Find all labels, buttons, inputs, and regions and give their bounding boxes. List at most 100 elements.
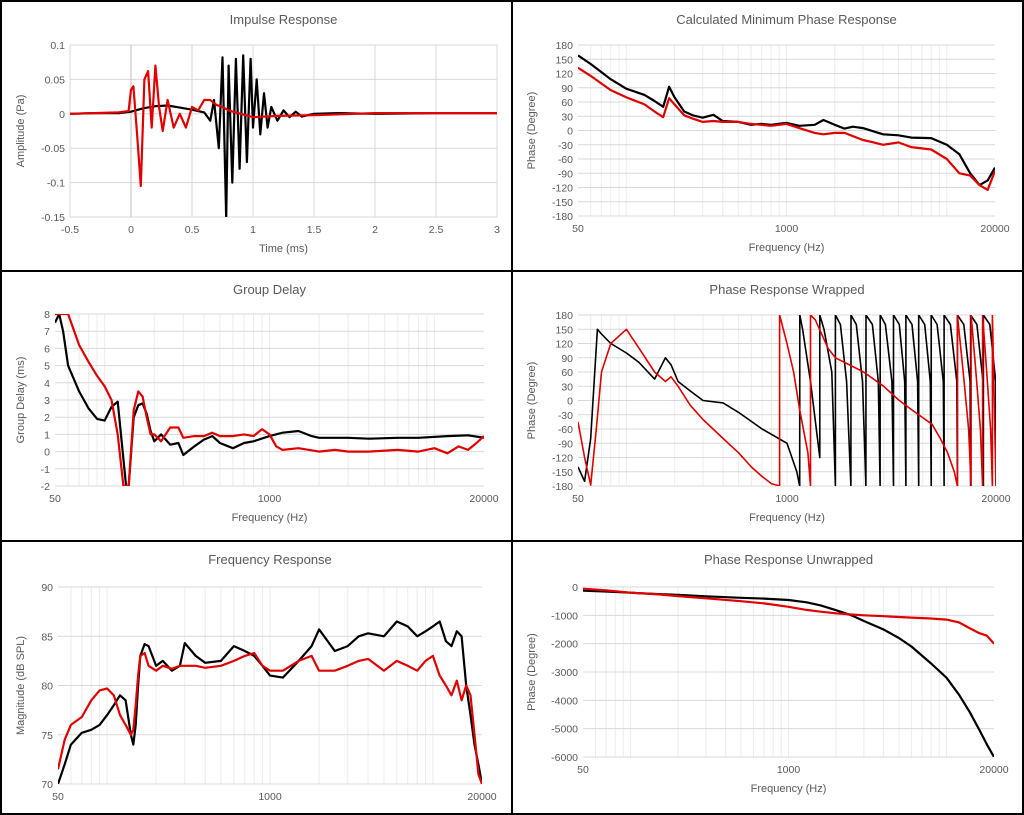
y-tick-label: 85 [41,631,53,643]
y-tick-label: 60 [561,97,573,109]
y-tick-label: 5 [44,361,50,373]
x-tick-label: 20000 [469,493,498,505]
y-tick-label: -120 [552,183,573,195]
x-tick-labels: 50 1000 20000 [52,791,497,803]
y-tick-label: 90 [41,582,53,594]
y-tick-label: 7 [44,326,50,338]
y-tick-label: -1 [41,464,50,476]
chart-title: Impulse Response [230,12,338,27]
x-tick-label: -0.5 [61,224,79,236]
phase-wrapped-chart: Phase Response Wrapped 180 150 120 90 60 30 0 -3… [526,282,1011,524]
y-axis-title: Phase (Degree) [526,633,538,711]
y-tick-label: 2 [44,412,50,424]
y-tick-label: -120 [552,453,573,465]
chart-title: Phase Response Wrapped [709,282,864,297]
x-tick-label: 20000 [981,493,1010,505]
x-tick-label: 20000 [979,764,1008,776]
x-tick-label: 3 [494,224,500,236]
y-tick-label: 60 [561,367,573,379]
y-tick-labels: 8 7 6 5 4 3 2 1 0 -1 -2 [41,309,51,493]
x-tick-label: 50 [577,764,589,776]
x-tick-labels: 50 1000 20000 [577,764,1009,776]
y-tick-label: 0.1 [50,40,65,52]
y-tick-label: 120 [555,69,573,81]
y-tick-label: -60 [558,424,573,436]
y-tick-label: 120 [555,339,573,351]
y-tick-labels: 0.1 0.05 0 -0.05 -0.1 -0.15 [41,40,65,224]
y-tick-label: -150 [552,197,573,209]
y-axis-title: Phase (Degree) [526,362,538,440]
series-group [578,54,995,191]
series-line-red [70,64,497,188]
x-tick-label: 20000 [467,791,496,803]
major-gridlines [578,44,995,217]
y-tick-label: 70 [41,779,53,791]
x-tick-label: 0.5 [185,224,200,236]
x-tick-label: 1000 [775,223,799,235]
y-tick-label: 8 [44,309,50,321]
x-tick-label: 2 [372,224,378,236]
y-tick-label: 6 [44,343,50,355]
phase-unwrapped-chart: Phase Response Unwrapped 0 -1000 -2000 -3000… [526,552,1009,795]
y-tick-label: 80 [41,681,53,693]
series-group [583,587,994,757]
y-tick-label: -30 [558,410,573,422]
series-line-red [578,315,996,486]
y-tick-label: -180 [552,481,573,493]
y-tick-label: -90 [558,168,573,180]
chart-title: Frequency Response [208,552,332,567]
group-delay-panel: Group Delay 8 7 6 5 4 3 2 1 0 -1 -2 50 1000 20000 Frequ… [2,272,511,540]
x-tick-label: 50 [52,791,64,803]
y-tick-label: -2 [41,481,50,493]
y-tick-label: -150 [552,467,573,479]
x-axis-title: Frequency (Hz) [751,783,827,795]
x-axis-title: Frequency (Hz) [749,512,825,524]
major-gridlines [58,586,482,785]
chart-title: Group Delay [233,282,306,297]
y-tick-label: 3 [44,395,50,407]
y-tick-label: 0 [567,396,573,408]
series-line-red [58,651,482,784]
y-tick-label: 75 [41,730,53,742]
x-tick-label: 50 [49,493,61,505]
group-delay-chart: Group Delay 8 7 6 5 4 3 2 1 0 -1 -250 1000 20000 Frequ… [15,282,499,524]
x-axis-title: Time (ms) [259,243,308,255]
y-tick-label: 150 [555,54,573,66]
y-tick-labels: 180 150 120 90 60 30 0 -30 -60 -90 -120 -150 -180 [552,40,573,223]
series-group [58,620,482,784]
y-tick-label: 150 [555,324,573,336]
y-tick-label: 0 [567,126,573,138]
series-line-red [55,314,484,486]
x-tick-label: 2.5 [429,224,444,236]
y-tick-label: -2000 [551,639,578,651]
x-tick-label: 20000 [980,223,1009,235]
y-tick-labels: 90 85 80 75 70 [41,582,53,791]
x-tick-label: 0 [128,224,134,236]
x-tick-label: 1000 [775,493,799,505]
x-tick-label: 50 [572,223,584,235]
y-tick-label: 180 [555,310,573,322]
y-tick-label: -3000 [551,667,578,679]
x-tick-label: 1000 [777,764,801,776]
y-tick-label: -30 [558,140,573,152]
x-tick-labels: -0.5 0 0.5 1 1.5 2 2.5 3 [61,224,500,236]
y-tick-labels: 0 -1000 -2000 -3000 -4000 -5000 -6000 [551,582,578,764]
phase-wrapped-panel: Phase Response Wrapped 180 150 120 90 60 30 0 -3… [513,272,1022,540]
x-tick-labels: 50 1000 20000 [49,493,499,505]
y-tick-label: -0.15 [41,212,65,224]
chart-title: Calculated Minimum Phase Response [676,12,896,27]
y-tick-label: -60 [558,154,573,166]
y-tick-labels: 180 150 120 90 60 30 0 -30 -60 -90 -120 -150 -180 [552,310,573,493]
y-tick-label: 30 [561,381,573,393]
y-tick-label: -0.1 [47,178,65,190]
y-tick-label: 4 [44,378,50,390]
x-tick-labels: 50 1000 20000 [572,493,1011,505]
y-tick-label: 180 [555,40,573,52]
series-group [578,315,996,486]
x-tick-labels: 50 1000 20000 [572,223,1010,235]
y-tick-label: 0 [572,582,578,594]
x-tick-label: 50 [572,493,584,505]
y-tick-label: 0 [59,109,65,121]
